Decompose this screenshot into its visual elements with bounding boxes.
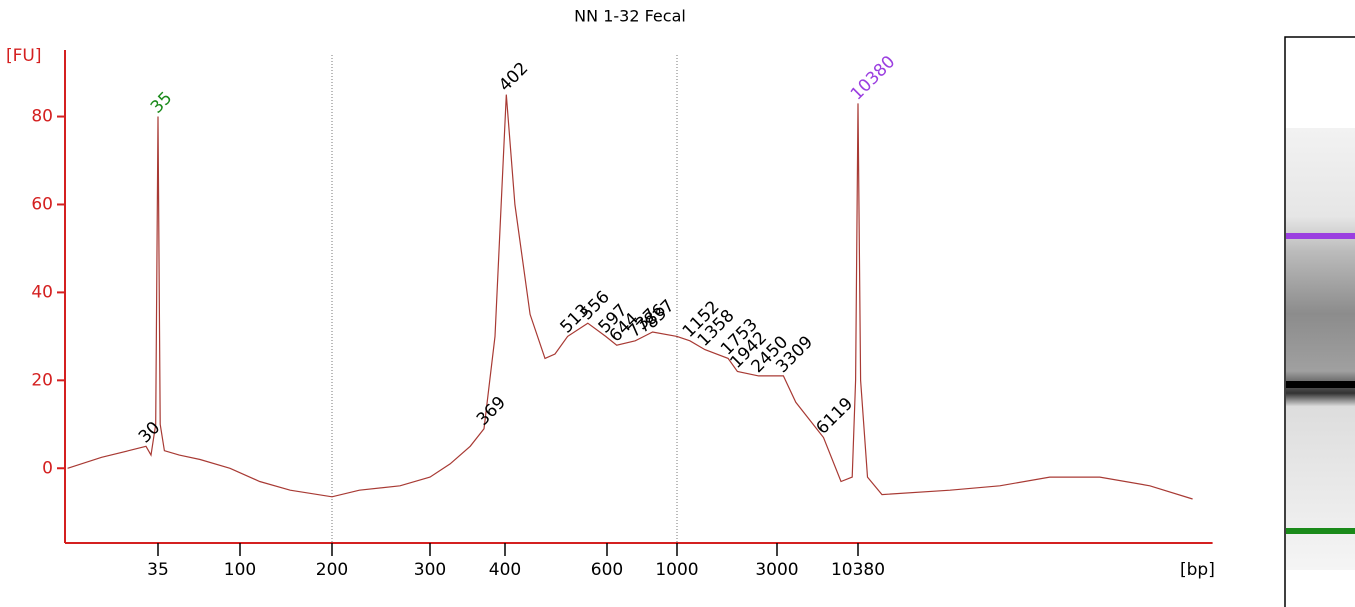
x-tick-label: 200 xyxy=(316,560,348,580)
x-tick-label: 400 xyxy=(489,560,521,580)
x-tick-label: 3000 xyxy=(755,560,798,580)
y-tick-label: 80 xyxy=(31,107,53,127)
peak-label: 6119 xyxy=(812,394,857,439)
x-tick-label: 35 xyxy=(147,560,169,580)
upper-marker-band xyxy=(1286,233,1355,239)
y-axis-label: [FU] xyxy=(6,46,42,66)
lower-marker-band xyxy=(1286,528,1355,534)
y-tick-label: 60 xyxy=(31,194,53,214)
y-tick-label: 20 xyxy=(31,370,53,390)
peak-label: 35 xyxy=(147,88,176,117)
trace-line xyxy=(67,94,1193,500)
chart-title: NN 1-32 Fecal xyxy=(574,7,686,26)
y-tick-label: 40 xyxy=(31,282,53,302)
peak-label: 10380 xyxy=(847,52,899,104)
gel-lane xyxy=(1284,36,1355,607)
y-tick-label: 0 xyxy=(42,458,53,478)
x-tick-label: 600 xyxy=(591,560,623,580)
gel-smear xyxy=(1286,128,1355,570)
x-tick-label: 100 xyxy=(224,560,256,580)
x-tick-label: 1000 xyxy=(655,560,698,580)
x-axis-label: [bp] xyxy=(1180,560,1215,580)
gel-band xyxy=(1286,381,1355,388)
x-tick-label: 300 xyxy=(414,560,446,580)
peak-label: 402 xyxy=(495,59,532,96)
peak-label: 369 xyxy=(473,393,510,430)
x-tick-label: 10380 xyxy=(831,560,885,580)
